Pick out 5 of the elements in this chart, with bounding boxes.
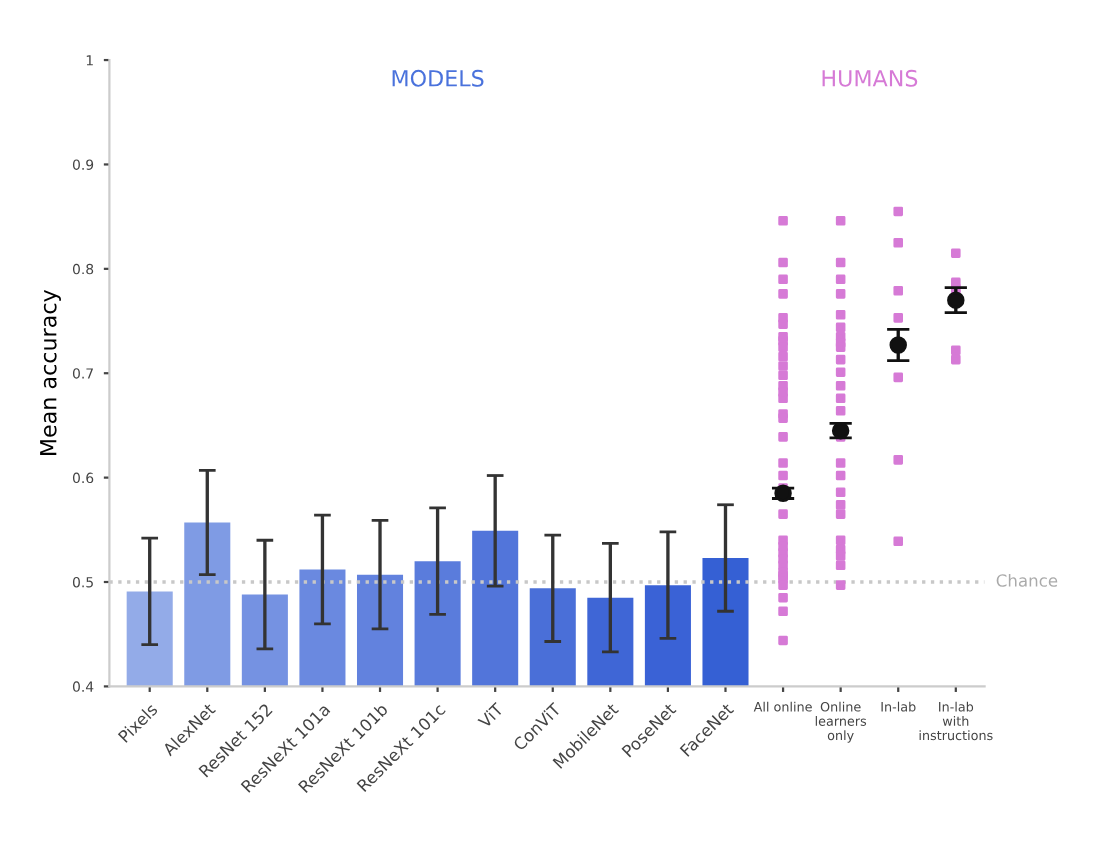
annotation: HUMANS — [822, 69, 918, 87]
x-tick-label: ViT — [477, 701, 505, 729]
annotation: MODELS — [392, 69, 484, 87]
y-axis-title: Mean accuracy — [40, 289, 61, 455]
ref-line-label: Chance — [996, 573, 1058, 587]
